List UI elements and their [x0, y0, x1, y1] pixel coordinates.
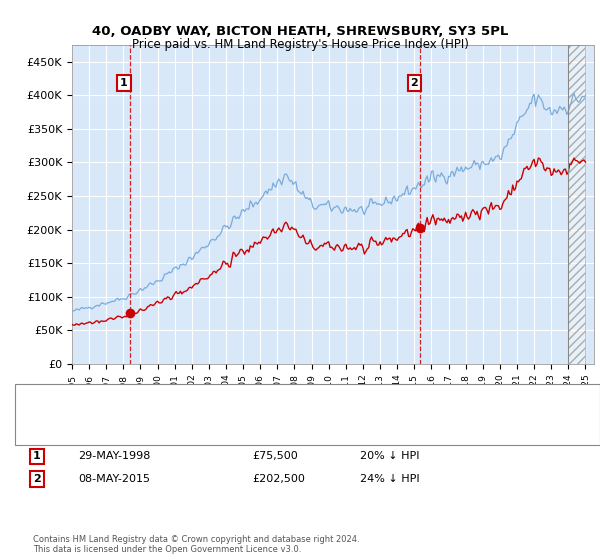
Text: 40, OADBY WAY, BICTON HEATH, SHREWSBURY, SY3 5PL: 40, OADBY WAY, BICTON HEATH, SHREWSBURY,… — [92, 25, 508, 38]
Text: £75,500: £75,500 — [252, 451, 298, 461]
Text: 1: 1 — [120, 78, 128, 88]
Text: Contains HM Land Registry data © Crown copyright and database right 2024.
This d: Contains HM Land Registry data © Crown c… — [33, 535, 359, 554]
Text: 40, OADBY WAY, BICTON HEATH, SHREWSBURY, SY3 5PL (detached house): 40, OADBY WAY, BICTON HEATH, SHREWSBURY,… — [81, 398, 445, 408]
Text: 2: 2 — [410, 78, 418, 88]
Text: 08-MAY-2015: 08-MAY-2015 — [78, 474, 150, 484]
Text: ——: —— — [45, 396, 73, 410]
Text: 24% ↓ HPI: 24% ↓ HPI — [360, 474, 419, 484]
Text: 20% ↓ HPI: 20% ↓ HPI — [360, 451, 419, 461]
Text: 2: 2 — [33, 474, 41, 484]
Text: Price paid vs. HM Land Registry's House Price Index (HPI): Price paid vs. HM Land Registry's House … — [131, 38, 469, 51]
Text: ——: —— — [45, 420, 73, 434]
Text: 1: 1 — [33, 451, 41, 461]
Text: 29-MAY-1998: 29-MAY-1998 — [78, 451, 151, 461]
Text: £202,500: £202,500 — [252, 474, 305, 484]
Text: HPI: Average price, detached house, Shropshire: HPI: Average price, detached house, Shro… — [81, 422, 314, 432]
